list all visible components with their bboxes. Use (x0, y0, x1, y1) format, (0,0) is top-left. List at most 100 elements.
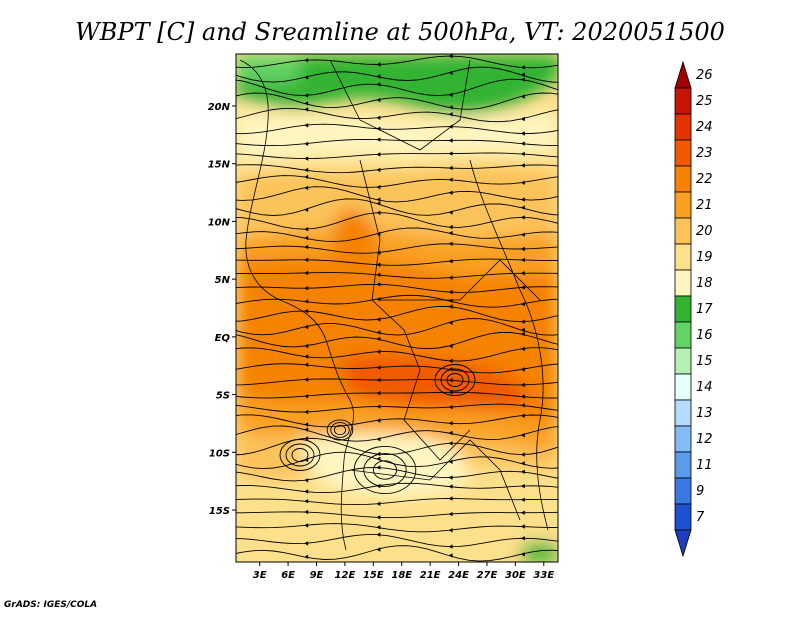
streamline-arrow (376, 82, 381, 87)
streamline-arrow (520, 205, 525, 210)
colorbar-segment (674, 503, 692, 531)
streamline-arrow (448, 105, 453, 110)
field-south-pale (300, 432, 469, 498)
colorbar-top-triangle (674, 60, 692, 89)
field-sahel-pale (236, 110, 558, 161)
streamline (236, 107, 558, 123)
x-tick-label: 9E (310, 570, 324, 581)
streamline-arrow (304, 244, 309, 250)
y-tick-label: 5S (216, 391, 230, 402)
x-tick-label: 24E (448, 570, 469, 581)
streamline (236, 283, 558, 293)
streamline-arrow (520, 331, 525, 337)
streamline-arrow (448, 124, 453, 129)
colorbar-label: 21 (696, 198, 713, 213)
streamline-arrow (376, 336, 381, 342)
streamline-arrow (304, 286, 309, 291)
streamline-eddy (363, 453, 407, 487)
colorbar-label: 19 (696, 250, 713, 265)
streamline (236, 414, 558, 428)
border-east (469, 159, 549, 531)
streamline-arrow (520, 116, 525, 122)
streamline (236, 318, 558, 336)
x-tick-label: 21E (420, 570, 441, 581)
streamline-arrow (376, 465, 381, 470)
streamline-arrow (376, 115, 381, 120)
streamline-arrow (448, 528, 453, 533)
streamline-arrow (304, 457, 309, 463)
streamline-arrow (376, 317, 381, 322)
streamline-arrow (520, 510, 525, 515)
colorbar-label: 9 (696, 484, 704, 499)
streamline-arrow (304, 123, 309, 128)
streamline-arrow (376, 282, 381, 287)
streamline-eddy (326, 419, 354, 441)
border-mid (380, 259, 541, 301)
streamline-arrow (448, 496, 453, 501)
streamline-arrow (304, 185, 309, 191)
streamline-arrow (448, 165, 453, 171)
x-tick-label: 30E (505, 570, 526, 581)
streamline-arrow (304, 174, 309, 180)
streamline (236, 152, 558, 160)
streamline (236, 258, 558, 266)
colorbar-label: 24 (696, 120, 713, 135)
streamline-arrow (520, 141, 525, 146)
streamline (236, 55, 558, 69)
colorbar-segment (674, 191, 692, 219)
streamline-arrow (520, 367, 525, 372)
streamline-arrow (520, 197, 525, 202)
x-tick-label: 3E (253, 570, 267, 581)
streamline-arrow (448, 54, 453, 59)
colorbar-segment (674, 87, 692, 115)
streamline-arrow (448, 475, 453, 480)
streamline-arrow (376, 126, 381, 131)
colorbar-label: 17 (696, 302, 713, 317)
streamline-arrow (448, 441, 453, 446)
streamline-eddy (291, 448, 309, 462)
streamline-arrow (448, 151, 453, 156)
streamline-arrow (448, 459, 453, 464)
x-tick-label: 12E (335, 570, 356, 581)
streamline-eddy (353, 445, 417, 495)
streamline-arrow (376, 532, 381, 537)
streamline-arrow (304, 299, 309, 304)
streamline-arrow (448, 421, 453, 426)
streamline-arrow (520, 433, 525, 438)
streamline-arrow (304, 227, 309, 232)
grads-credit: GrADS: IGES/COLA (4, 600, 98, 610)
streamline-arrow (376, 404, 381, 409)
streamline (236, 347, 558, 362)
streamline (236, 186, 558, 203)
colorbar-segment (674, 165, 692, 193)
streamline-eddy (279, 439, 321, 471)
colorbar: 26 25 24 23 22 21 20 19 18 17 16 15 14 13 12 11 9 7 (674, 60, 713, 558)
streamline-arrow (304, 394, 309, 399)
streamline (236, 227, 558, 243)
colorbar-segment (674, 243, 692, 271)
streamline-arrow (304, 478, 309, 483)
streamline-arrow (520, 77, 525, 82)
streamline-arrow (376, 456, 381, 461)
colorbar-label: 26 (696, 68, 713, 83)
streamline-arrow (520, 483, 525, 489)
streamline (236, 272, 558, 279)
streamline (236, 66, 558, 83)
colorbar-bottom-triangle (674, 529, 692, 558)
streamline-arrow (448, 259, 453, 264)
streamline-arrow (520, 72, 525, 77)
field-south-green (520, 542, 558, 562)
y-tick-label: 5N (215, 275, 231, 286)
streamline-arrow (376, 390, 381, 396)
colorbar-label: 23 (696, 146, 713, 161)
y-axis: 20N 15N 10N 5N EQ 5S 10S 15S (208, 102, 236, 517)
streamline-arrow (520, 163, 525, 168)
streamline-arrow (520, 394, 525, 399)
streamline-arrow (376, 231, 381, 237)
streamline-arrow (304, 422, 309, 427)
colorbar-label: 16 (696, 328, 713, 343)
colorbar-label: 7 (696, 510, 705, 525)
streamline-arrow (448, 484, 453, 489)
streamlines (236, 54, 558, 562)
streamline-arrow (520, 257, 525, 263)
